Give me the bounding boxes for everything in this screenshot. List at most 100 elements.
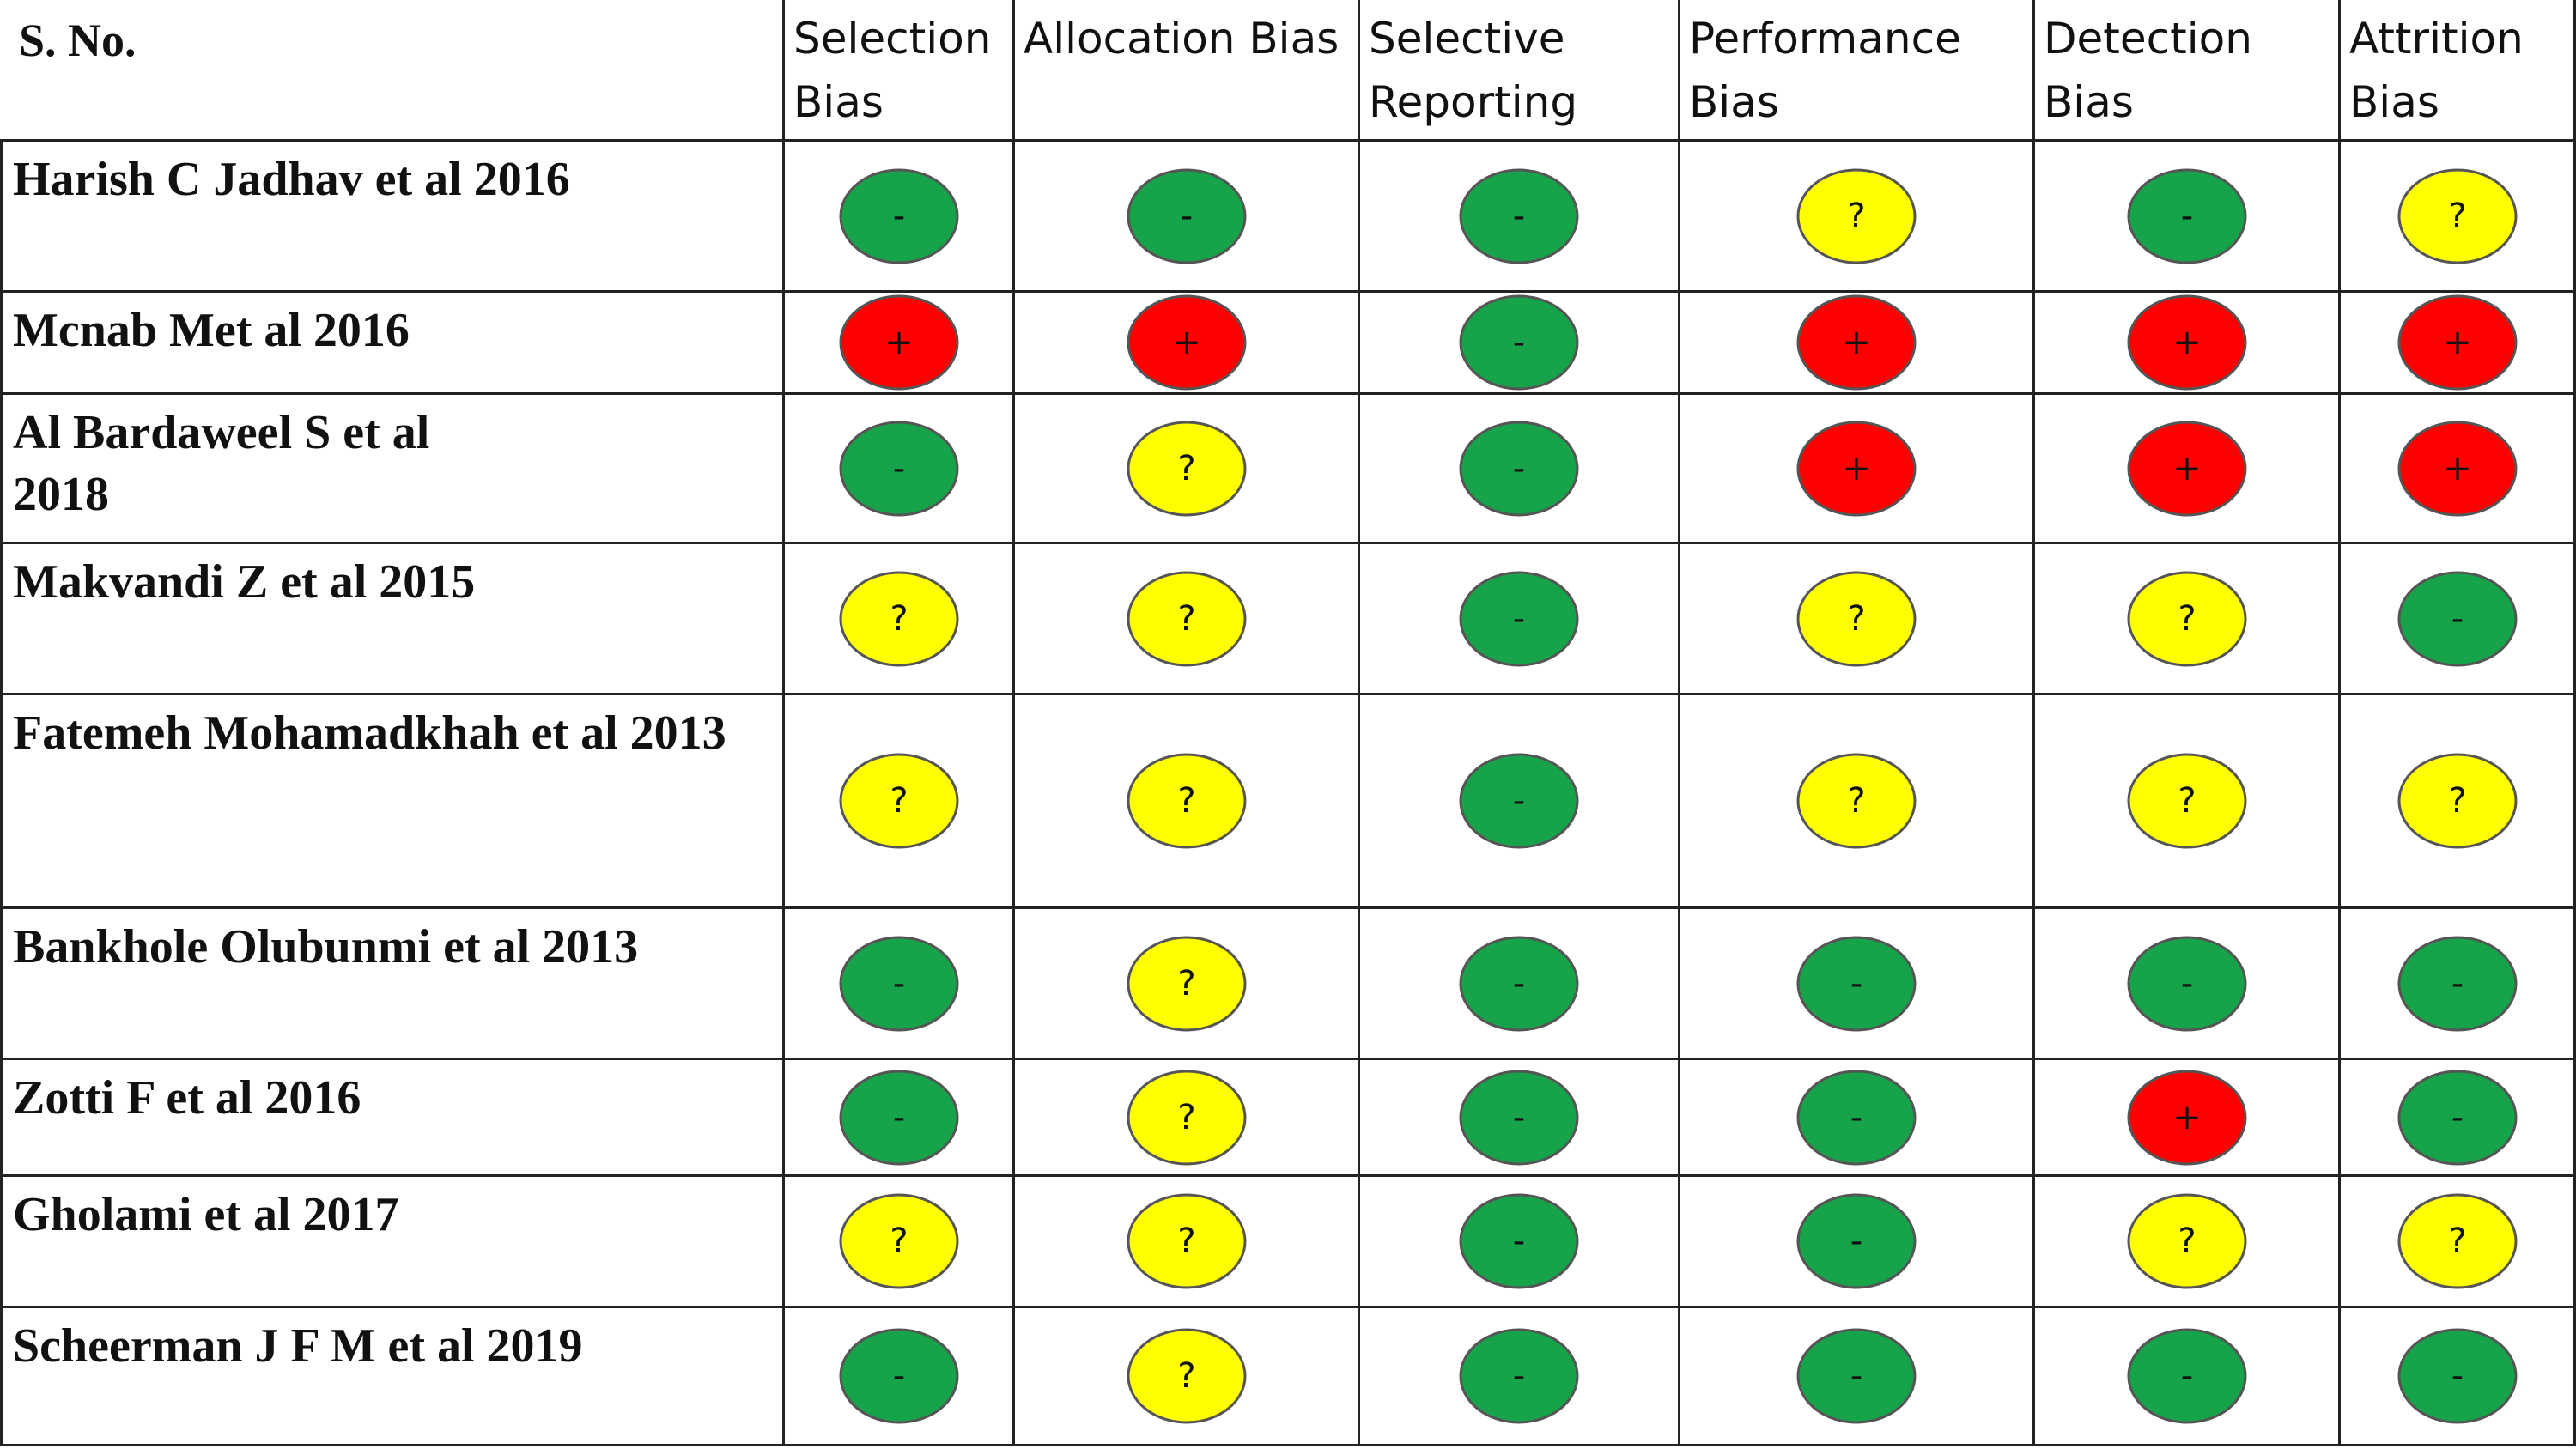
rating-symbol: - <box>1513 323 1525 362</box>
rating-cell: ? <box>1015 1060 1360 1177</box>
rating-symbol: - <box>1850 964 1862 1003</box>
column-header: Performance Bias <box>1680 0 2035 142</box>
rating-badge: - <box>1459 1193 1579 1289</box>
rating-ellipse <box>2397 1070 2517 1165</box>
rating-ellipse <box>1127 753 1246 849</box>
study-name: Zotti F et al 2016 <box>0 1060 785 1177</box>
rating-badge: ? <box>839 753 958 849</box>
study-name: Harish C Jadhav et al 2016 <box>0 142 785 293</box>
rating-symbol: ? <box>1177 1356 1195 1396</box>
rating-ellipse <box>839 571 958 666</box>
rating-symbol: ? <box>1847 599 1865 639</box>
rating-cell: - <box>1360 395 1680 544</box>
rating-badge: + <box>1796 294 1917 391</box>
rating-symbol: - <box>1513 1356 1525 1396</box>
rating-ellipse <box>839 294 958 391</box>
rating-ellipse <box>1459 1070 1579 1165</box>
study-name: Bankhole Olubunmi et al 2013 <box>0 909 785 1060</box>
rating-cell: - <box>785 1060 1015 1177</box>
rating-ellipse <box>1459 168 1579 264</box>
rating-badge: - <box>2127 1328 2246 1424</box>
rating-badge: + <box>839 294 958 391</box>
rating-symbol: - <box>1513 964 1525 1003</box>
rating-ellipse <box>2397 936 2517 1031</box>
rating-badge: ? <box>1127 1328 1246 1424</box>
rating-ellipse <box>1127 1328 1246 1424</box>
rating-symbol: - <box>1850 1356 1862 1396</box>
rating-cell: - <box>1360 1060 1680 1177</box>
rating-badge: + <box>1127 294 1246 391</box>
rating-cell: ? <box>1680 142 2035 293</box>
rating-cell: ? <box>785 544 1015 695</box>
rating-ellipse <box>1127 168 1246 264</box>
rating-cell: + <box>1015 293 1360 395</box>
rating-badge: - <box>1127 168 1246 264</box>
rating-badge: - <box>2397 571 2517 666</box>
rating-badge: ? <box>1127 936 1246 1031</box>
column-header: Detection Bias <box>2035 0 2341 142</box>
rating-symbol: + <box>884 323 914 362</box>
rating-symbol: ? <box>890 599 908 639</box>
rating-ellipse <box>2127 1070 2246 1165</box>
rating-ellipse <box>1127 421 1246 516</box>
rating-cell: ? <box>2035 695 2341 909</box>
rating-symbol: - <box>1513 449 1525 488</box>
rating-cell: - <box>1360 544 1680 695</box>
rating-cell: - <box>1360 1177 1680 1308</box>
rating-badge: - <box>1459 753 1579 849</box>
rating-ellipse <box>2127 1193 2246 1289</box>
rating-symbol: - <box>1513 1222 1525 1261</box>
rating-cell: - <box>1015 142 1360 293</box>
rating-ellipse <box>1127 571 1246 666</box>
rating-ellipse <box>839 1070 958 1165</box>
rating-ellipse <box>1459 753 1579 849</box>
rating-symbol: - <box>2451 1098 2463 1137</box>
rating-symbol: ? <box>2448 1222 2466 1261</box>
rating-badge: - <box>839 421 958 516</box>
rating-badge: ? <box>1127 571 1246 666</box>
rating-cell: ? <box>1015 909 1360 1060</box>
rating-symbol: - <box>892 449 904 488</box>
rating-cell: - <box>1360 1308 1680 1446</box>
rating-ellipse <box>2397 421 2517 516</box>
rating-ellipse <box>1459 294 1579 391</box>
rating-ellipse <box>2397 168 2517 264</box>
rating-symbol: - <box>892 197 904 236</box>
rating-ellipse <box>1459 1328 1579 1424</box>
rating-cell: + <box>2035 1060 2341 1177</box>
rating-badge: - <box>1459 168 1579 264</box>
rating-cell: ? <box>2035 544 2341 695</box>
rating-symbol: ? <box>1847 197 1865 236</box>
rating-badge: - <box>1459 936 1579 1031</box>
rating-cell: - <box>785 1308 1015 1446</box>
rating-cell: - <box>2341 1060 2576 1177</box>
rating-cell: - <box>2035 909 2341 1060</box>
rating-badge: - <box>1459 1328 1579 1424</box>
rating-ellipse <box>1796 1193 1917 1289</box>
rating-symbol: + <box>2443 449 2472 488</box>
study-name: Makvandi Z et al 2015 <box>0 544 785 695</box>
rating-ellipse <box>1796 294 1917 391</box>
rating-badge: + <box>1796 421 1917 516</box>
column-header: Attrition Bias <box>2341 0 2576 142</box>
rating-badge: ? <box>1127 753 1246 849</box>
rating-ellipse <box>2127 1328 2246 1424</box>
rating-cell: - <box>1360 142 1680 293</box>
rating-symbol: - <box>1850 1222 1862 1261</box>
rating-badge: - <box>1459 1070 1579 1165</box>
rating-badge: - <box>1796 1193 1917 1289</box>
rating-badge: - <box>839 168 958 264</box>
rating-symbol: + <box>1842 449 1871 488</box>
rating-badge: + <box>2127 1070 2246 1165</box>
rating-symbol: - <box>1850 1098 1862 1137</box>
rating-ellipse <box>1459 571 1579 666</box>
rating-ellipse <box>839 753 958 849</box>
rating-badge: - <box>2127 168 2246 264</box>
rating-symbol: + <box>2443 323 2472 362</box>
rating-symbol: - <box>1180 197 1192 236</box>
rating-ellipse <box>1796 936 1917 1031</box>
rating-badge: ? <box>839 571 958 666</box>
rating-badge: ? <box>2127 753 2246 849</box>
rating-badge: ? <box>1796 168 1917 264</box>
rating-ellipse <box>1796 753 1917 849</box>
